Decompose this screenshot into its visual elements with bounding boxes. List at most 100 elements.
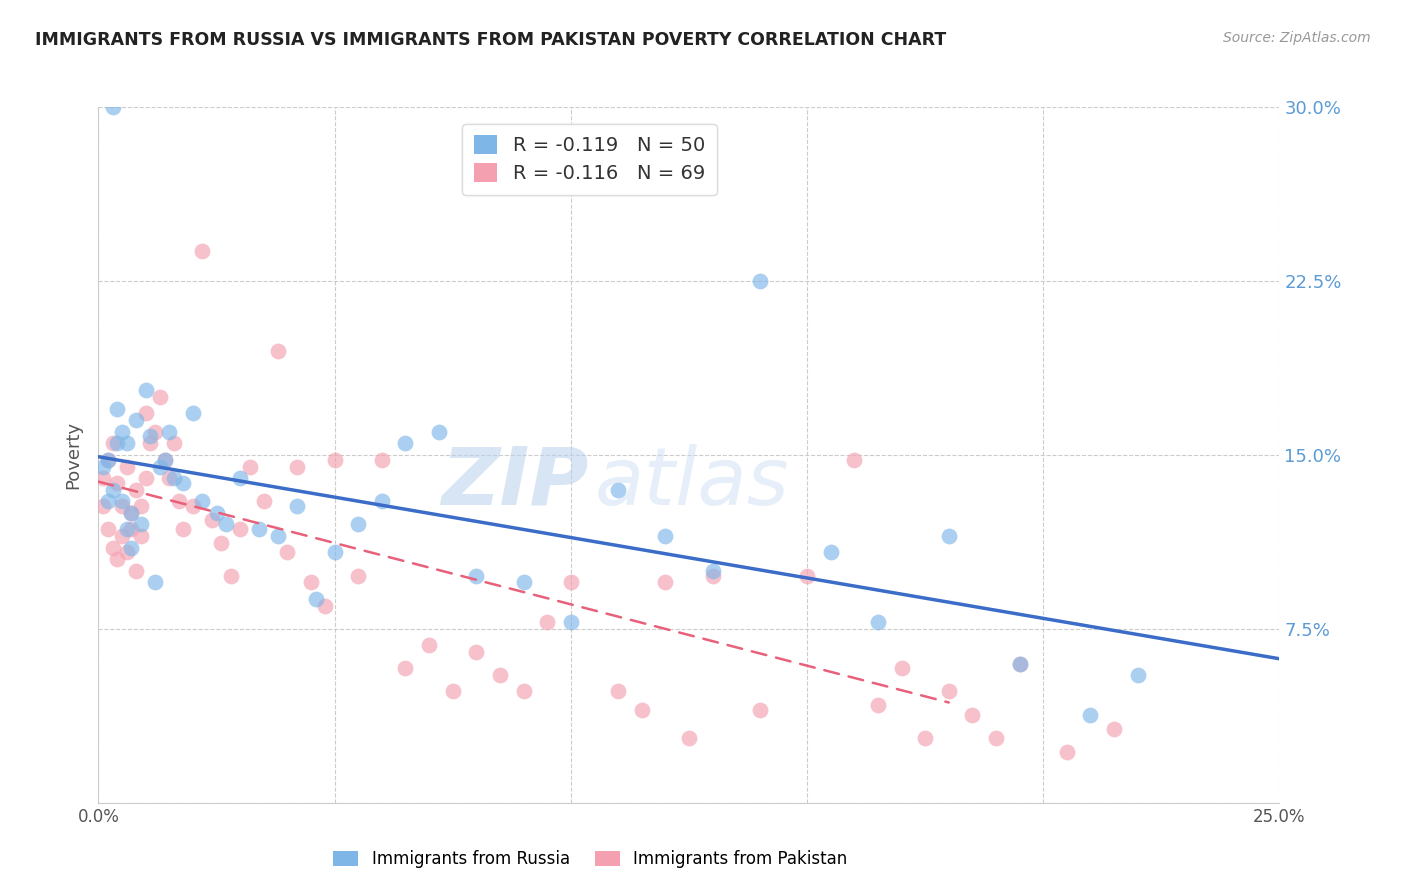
Point bbox=[1080, 707, 1102, 722]
Point bbox=[97, 522, 120, 536]
Text: Source: ZipAtlas.com: Source: ZipAtlas.com bbox=[1223, 31, 1371, 45]
Point bbox=[748, 703, 770, 717]
Point bbox=[229, 471, 252, 485]
Point bbox=[607, 483, 630, 497]
Point bbox=[247, 522, 270, 536]
Point bbox=[125, 413, 148, 427]
Point bbox=[163, 471, 186, 485]
Point bbox=[191, 244, 214, 258]
Point bbox=[97, 452, 120, 467]
Point bbox=[172, 522, 194, 536]
Point bbox=[984, 731, 1007, 745]
Point bbox=[702, 564, 724, 578]
Point bbox=[1056, 745, 1078, 759]
Point bbox=[962, 707, 984, 722]
Point bbox=[347, 517, 370, 532]
Legend: Immigrants from Russia, Immigrants from Pakistan: Immigrants from Russia, Immigrants from … bbox=[326, 844, 855, 875]
Point bbox=[135, 471, 157, 485]
Text: IMMIGRANTS FROM RUSSIA VS IMMIGRANTS FROM PAKISTAN POVERTY CORRELATION CHART: IMMIGRANTS FROM RUSSIA VS IMMIGRANTS FRO… bbox=[35, 31, 946, 49]
Point bbox=[105, 436, 128, 450]
Point bbox=[654, 529, 676, 543]
Point bbox=[512, 684, 534, 698]
Point bbox=[1102, 722, 1125, 736]
Point bbox=[299, 575, 322, 590]
Point bbox=[796, 568, 818, 582]
Point bbox=[347, 568, 370, 582]
Point bbox=[143, 575, 166, 590]
Point bbox=[139, 436, 162, 450]
Point bbox=[121, 506, 143, 520]
Point bbox=[153, 452, 176, 467]
Point bbox=[314, 599, 336, 613]
Point bbox=[91, 499, 114, 513]
Point bbox=[219, 568, 242, 582]
Point bbox=[121, 506, 143, 520]
Point bbox=[121, 541, 143, 555]
Point bbox=[748, 274, 770, 288]
Point bbox=[1126, 668, 1149, 682]
Y-axis label: Poverty: Poverty bbox=[65, 421, 83, 489]
Point bbox=[181, 406, 204, 420]
Point bbox=[111, 529, 134, 543]
Point bbox=[101, 483, 124, 497]
Point bbox=[181, 499, 204, 513]
Point bbox=[201, 513, 224, 527]
Point bbox=[394, 661, 416, 675]
Point bbox=[191, 494, 214, 508]
Point bbox=[105, 552, 128, 566]
Point bbox=[111, 494, 134, 508]
Point bbox=[135, 406, 157, 420]
Point bbox=[890, 661, 912, 675]
Point bbox=[111, 499, 134, 513]
Point bbox=[129, 517, 152, 532]
Point bbox=[105, 401, 128, 416]
Point bbox=[105, 475, 128, 490]
Point bbox=[371, 452, 394, 467]
Point bbox=[91, 471, 114, 485]
Point bbox=[101, 100, 124, 114]
Point bbox=[654, 575, 676, 590]
Point bbox=[560, 575, 582, 590]
Point bbox=[323, 452, 346, 467]
Point bbox=[101, 436, 124, 450]
Point bbox=[172, 475, 194, 490]
Point bbox=[267, 343, 290, 358]
Point bbox=[129, 499, 152, 513]
Point bbox=[121, 522, 143, 536]
Point bbox=[441, 684, 464, 698]
Text: ZIP: ZIP bbox=[441, 443, 589, 522]
Point bbox=[418, 638, 440, 652]
Point bbox=[702, 568, 724, 582]
Point bbox=[101, 541, 124, 555]
Point bbox=[465, 645, 488, 659]
Point bbox=[157, 425, 180, 439]
Point bbox=[305, 591, 328, 606]
Point bbox=[394, 436, 416, 450]
Point bbox=[866, 698, 889, 713]
Point bbox=[371, 494, 394, 508]
Text: atlas: atlas bbox=[595, 443, 789, 522]
Point bbox=[323, 545, 346, 559]
Point bbox=[239, 459, 262, 474]
Point bbox=[149, 459, 172, 474]
Point bbox=[253, 494, 276, 508]
Point bbox=[630, 703, 652, 717]
Point bbox=[91, 459, 114, 474]
Point bbox=[229, 522, 252, 536]
Point bbox=[276, 545, 298, 559]
Point bbox=[115, 459, 138, 474]
Point bbox=[135, 383, 157, 397]
Point bbox=[215, 517, 238, 532]
Point bbox=[209, 536, 232, 550]
Point bbox=[139, 429, 162, 443]
Point bbox=[97, 452, 120, 467]
Point bbox=[125, 483, 148, 497]
Point bbox=[285, 499, 308, 513]
Point bbox=[536, 615, 558, 629]
Point bbox=[512, 575, 534, 590]
Point bbox=[125, 564, 148, 578]
Point bbox=[149, 390, 172, 404]
Point bbox=[205, 506, 228, 520]
Point bbox=[866, 615, 889, 629]
Point bbox=[285, 459, 308, 474]
